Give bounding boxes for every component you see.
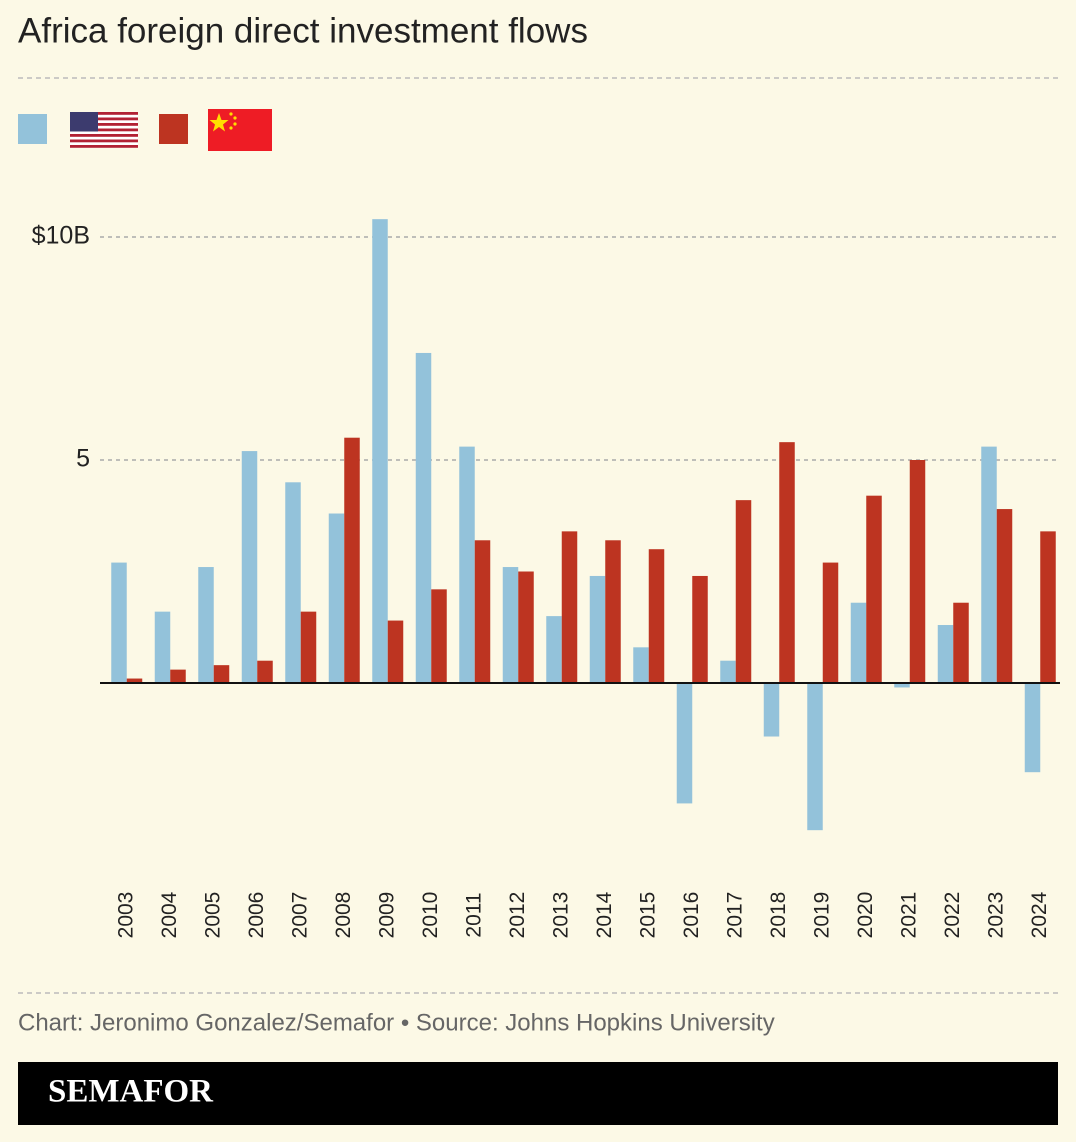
bar — [735, 500, 752, 683]
bar — [328, 513, 345, 683]
bar — [387, 620, 404, 683]
x-tick-label: 2020 — [854, 892, 877, 939]
x-tick-label: 2007 — [288, 892, 311, 939]
x-tick-label: 2022 — [941, 892, 964, 939]
bar — [779, 442, 795, 683]
bar — [300, 611, 317, 683]
bar — [589, 575, 606, 683]
bar — [866, 495, 882, 683]
bar — [692, 575, 708, 683]
legend-swatch — [18, 114, 47, 144]
bar — [909, 460, 926, 683]
x-tick-label: 2015 — [636, 892, 659, 939]
bar — [459, 446, 475, 683]
legend-swatch — [159, 114, 188, 144]
bar — [981, 446, 997, 683]
bar — [502, 567, 519, 683]
x-tick-label: 2017 — [723, 892, 746, 939]
x-tick-label: 2016 — [680, 892, 703, 939]
bar — [415, 352, 432, 683]
x-tick-label: 2003 — [114, 892, 137, 939]
bar — [807, 683, 823, 831]
chart-title: Africa foreign direct investment flows — [18, 11, 588, 50]
bar — [937, 625, 954, 683]
x-tick-label: 2024 — [1028, 891, 1051, 938]
bar — [822, 562, 839, 683]
bar — [605, 540, 621, 683]
bar — [676, 683, 693, 804]
x-tick-label: 2012 — [506, 892, 529, 939]
bar — [953, 602, 969, 683]
bar — [213, 665, 230, 683]
plot: 5 $10B 2003 2004 2005 2006 2007 2008 2009 2010 201… — [32, 219, 1060, 938]
x-tick-label: 2009 — [375, 892, 398, 939]
bar — [241, 451, 258, 683]
bar — [285, 482, 301, 683]
bar — [763, 683, 780, 737]
bar — [518, 571, 534, 683]
x-tick-label: 2019 — [810, 892, 833, 939]
y-tick-label: $10B — [32, 222, 90, 250]
x-tick-label: 2010 — [419, 892, 442, 939]
bar — [344, 437, 360, 683]
bar — [111, 562, 127, 683]
bar — [648, 549, 665, 683]
y-tick-label: 5 — [76, 445, 90, 473]
bar — [894, 683, 910, 688]
x-tick-label: 2021 — [897, 892, 920, 939]
bar — [561, 531, 578, 683]
x-tick-label: 2011 — [462, 892, 485, 937]
bar — [996, 509, 1013, 683]
bar — [198, 567, 214, 683]
china-flag — [208, 109, 272, 151]
bar — [474, 540, 491, 683]
brand-logo: SEMAFOR — [48, 1074, 214, 1110]
x-tick-label: 2023 — [984, 892, 1007, 939]
brand-bar — [18, 1062, 1058, 1125]
x-tick-label: 2018 — [767, 892, 790, 939]
bar — [372, 219, 388, 683]
bar — [720, 660, 736, 683]
bar — [431, 589, 447, 683]
source-note: Chart: Jeronimo Gonzalez/Semafor • Sourc… — [18, 1009, 775, 1036]
bar — [546, 616, 562, 683]
bar — [633, 647, 649, 683]
bar — [170, 669, 186, 683]
bar — [850, 602, 867, 683]
x-tick-label: 2005 — [201, 892, 224, 939]
bar — [126, 678, 143, 683]
us-flag — [70, 112, 138, 148]
x-tick-label: 2014 — [593, 891, 616, 938]
x-tick-label: 2008 — [332, 892, 355, 939]
bar — [257, 660, 273, 683]
x-tick-label: 2004 — [158, 891, 181, 938]
bar — [154, 611, 171, 683]
x-tick-label: 2006 — [245, 892, 268, 939]
bar — [1040, 531, 1056, 683]
bar — [1024, 683, 1041, 773]
x-tick-label: 2013 — [549, 892, 572, 939]
